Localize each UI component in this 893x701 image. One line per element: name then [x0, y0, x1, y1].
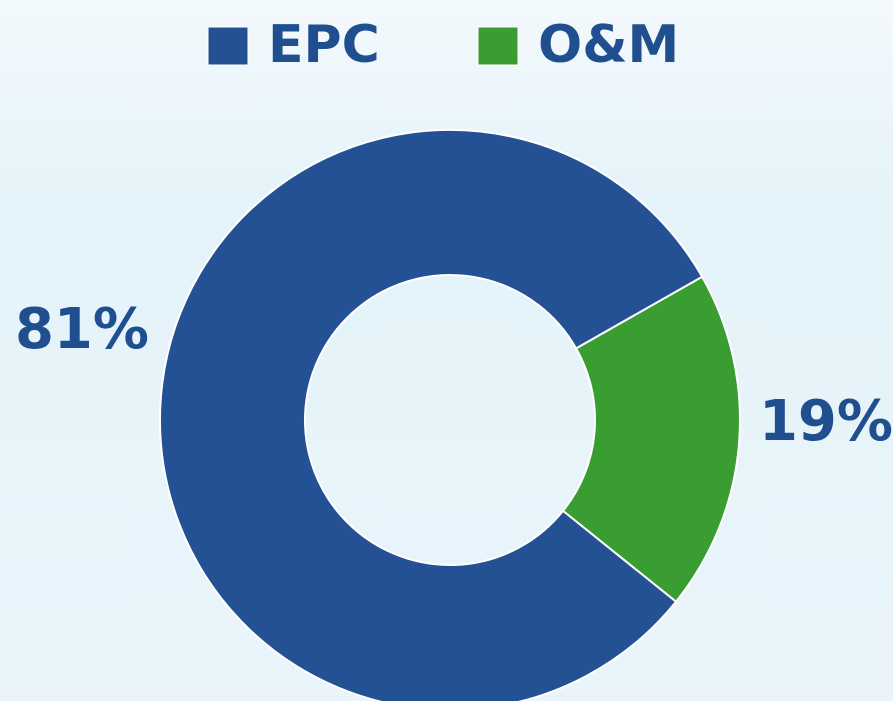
donut-slice [561, 275, 741, 604]
legend-swatch [477, 26, 519, 66]
legend-label: O&M [538, 15, 679, 75]
data-label: 81% [15, 297, 149, 362]
legend-label: EPC [268, 15, 380, 75]
donut-slice [159, 129, 704, 701]
data-label: 19% [759, 389, 893, 454]
legend-swatch [207, 26, 249, 66]
